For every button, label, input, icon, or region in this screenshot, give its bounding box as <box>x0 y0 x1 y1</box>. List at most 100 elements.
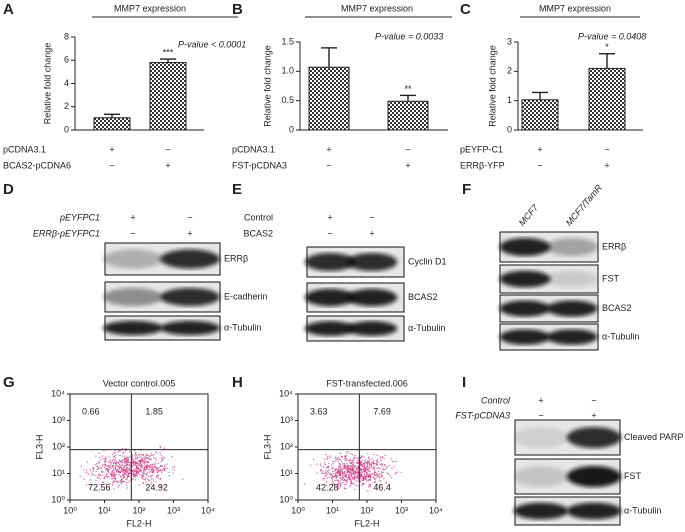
event-dot <box>114 452 116 454</box>
y-tick-label: 10⁰ <box>51 494 65 504</box>
event-dot <box>326 458 328 460</box>
event-dot <box>359 456 362 459</box>
event-dot <box>143 475 145 477</box>
event-dot <box>99 473 101 476</box>
event-dot <box>327 471 330 473</box>
band-label: ERRβ <box>224 253 248 263</box>
annotation: P-value = 0.0408 <box>578 31 646 41</box>
event-dot <box>350 471 352 473</box>
event-dot <box>368 467 371 469</box>
event-dot <box>360 456 363 458</box>
event-dot <box>336 472 338 474</box>
event-dot <box>369 459 371 461</box>
event-dot <box>371 464 373 466</box>
event-dot <box>113 476 116 478</box>
event-dot <box>332 481 334 483</box>
event-dot <box>384 468 386 471</box>
event-dot <box>338 480 340 482</box>
event-dot <box>330 474 332 477</box>
event-dot <box>110 475 113 477</box>
event-dot <box>115 462 117 464</box>
event-dot <box>150 464 152 466</box>
panel-letter: B <box>232 1 243 18</box>
event-dot <box>114 481 116 483</box>
event-dot <box>380 476 382 478</box>
event-dot <box>376 467 378 470</box>
event-dot <box>362 477 364 479</box>
event-dot <box>322 470 324 472</box>
event-dot <box>159 446 162 449</box>
event-dot <box>369 476 372 478</box>
event-dot <box>351 473 353 475</box>
event-dot <box>123 455 126 457</box>
event-dot <box>92 473 95 476</box>
event-dot <box>383 478 385 480</box>
chart-title: MMP7 expression <box>539 3 611 13</box>
event-dot <box>380 459 382 462</box>
event-dot <box>378 473 380 475</box>
y-tick-label: 4 <box>64 78 69 88</box>
event-dot <box>127 470 129 472</box>
event-dot <box>119 466 121 468</box>
event-dot <box>129 456 131 458</box>
event-dot <box>361 482 364 485</box>
event-dot <box>351 467 353 470</box>
event-dot <box>366 462 369 464</box>
event-dot <box>154 457 156 460</box>
event-dot <box>85 469 88 472</box>
event-dot <box>372 459 375 462</box>
event-dot <box>356 485 358 487</box>
event-dot <box>152 469 154 472</box>
event-dot <box>335 468 337 470</box>
bar <box>521 99 559 131</box>
blot-band <box>546 238 598 256</box>
event-dot <box>125 457 127 459</box>
event-dot <box>114 478 117 480</box>
event-dot <box>150 458 153 460</box>
event-dot <box>375 483 377 485</box>
event-dot <box>98 462 100 465</box>
x-tick-label: 10³ <box>395 505 408 515</box>
event-dot <box>364 478 366 480</box>
event-dot <box>128 468 130 470</box>
event-dot <box>161 459 163 462</box>
event-dot <box>337 481 340 483</box>
event-dot <box>362 471 364 473</box>
event-dot <box>134 461 136 463</box>
event-dot <box>375 471 377 474</box>
event-dot <box>325 469 327 471</box>
event-dot <box>345 480 348 482</box>
event-dot <box>337 459 339 461</box>
event-dot <box>376 464 379 466</box>
event-dot <box>338 471 341 473</box>
condition-sign: + <box>327 212 332 222</box>
event-dot <box>366 474 368 476</box>
event-dot <box>99 477 101 480</box>
event-dot <box>97 477 99 479</box>
event-dot <box>148 471 150 473</box>
event-dot <box>109 463 112 465</box>
event-dot <box>158 466 160 469</box>
event-dot <box>377 466 380 469</box>
event-dot <box>360 471 362 473</box>
event-dot <box>304 483 306 485</box>
event-dot <box>356 476 358 479</box>
event-dot <box>144 479 146 481</box>
event-dot <box>157 467 159 469</box>
event-dot <box>350 466 352 468</box>
event-dot <box>159 468 162 471</box>
event-dot <box>159 452 161 454</box>
event-dot <box>329 455 331 457</box>
event-dot <box>142 455 144 457</box>
event-dot <box>367 457 370 459</box>
event-dot <box>139 456 141 458</box>
y-tick-label: 2 <box>507 66 512 76</box>
quadrant-percent: 1.85 <box>145 406 163 416</box>
condition-name: Control <box>244 212 273 222</box>
event-dot <box>91 474 93 477</box>
event-dot <box>166 463 168 465</box>
event-dot <box>348 464 350 467</box>
event-dot <box>337 465 340 467</box>
event-dot <box>111 484 114 486</box>
event-dot <box>113 455 116 458</box>
